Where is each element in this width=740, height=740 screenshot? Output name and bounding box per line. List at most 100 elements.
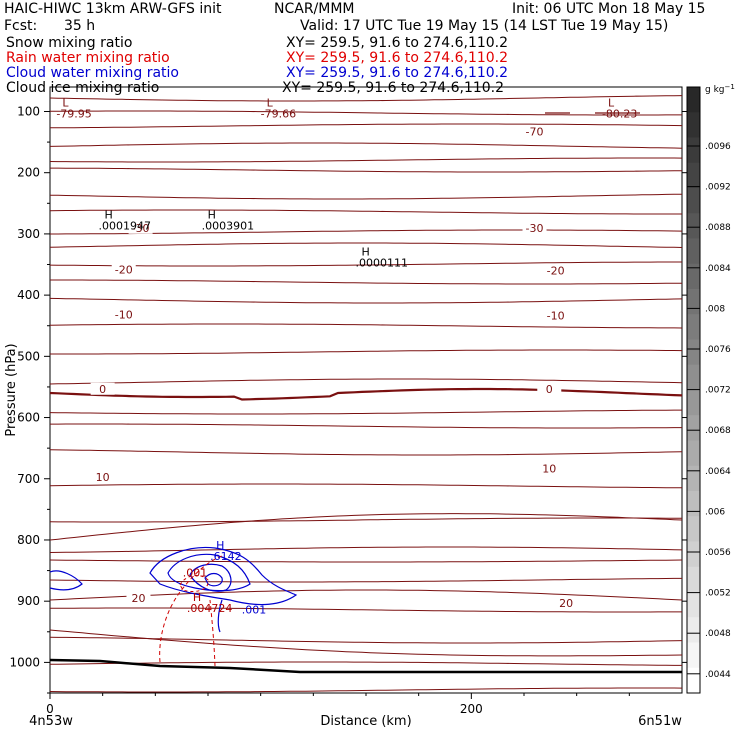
colorbar-band — [687, 667, 700, 694]
high-marker: H — [216, 539, 224, 552]
isotherm-line — [49, 378, 683, 385]
colorbar-band — [687, 137, 700, 164]
forecast-label: Fcst: — [4, 18, 38, 34]
cloud-water-contour — [49, 570, 83, 591]
colorbar-band — [687, 440, 700, 467]
colorbar-tick-label: .0076 — [705, 345, 731, 355]
isotherm-line — [50, 607, 682, 613]
colorbar-tick-label: .0048 — [705, 629, 731, 639]
org-label: NCAR/MMM — [274, 1, 355, 17]
field-rain-name: Rain water mixing ratio — [6, 50, 170, 66]
colorbar-tick-label: .0044 — [705, 670, 731, 680]
isotherm-label: -30 — [132, 222, 150, 235]
rain-water-contour — [179, 574, 209, 593]
isotherm-label-bg — [554, 597, 579, 610]
isotherm-line — [49, 157, 683, 163]
isotherm-line — [49, 95, 683, 102]
isotherm-line — [49, 589, 683, 601]
isotherm-label: 20 — [131, 592, 145, 605]
isotherm-line — [49, 687, 683, 693]
isotherm-label-bg — [537, 462, 562, 475]
extremum-value: .0000111 — [355, 256, 408, 269]
colorbar-tick-label: .0056 — [705, 548, 731, 558]
isotherm-line — [49, 513, 683, 541]
isotherm-label-bg — [543, 264, 568, 277]
colorbar-tick-label: .0064 — [705, 467, 731, 477]
colorbar-band — [687, 162, 700, 189]
colorbar-band — [687, 112, 700, 138]
isotherm-label-bg — [90, 470, 115, 483]
field-cloudwater-name: Cloud water mixing ratio — [6, 65, 179, 81]
extremum-value: .6142 — [210, 550, 242, 563]
x-tick-label: 200 — [460, 702, 483, 716]
isotherm-label-bg — [537, 382, 562, 395]
y-tick-label: 100 — [17, 104, 40, 118]
isotherm-label: 10 — [96, 471, 110, 484]
isotherm-line — [50, 229, 683, 235]
extremum-value: -79.66 — [261, 108, 296, 121]
colorbar-band — [687, 592, 700, 618]
isotherm-label-bg — [111, 263, 136, 276]
isotherm-line — [49, 261, 682, 267]
rain-water-contour — [209, 599, 216, 667]
isotherm-label-bg — [126, 592, 151, 605]
field-snow-xy: XY= 259.5, 91.6 to 274.6,110.2 — [286, 35, 509, 51]
colorbar-band — [687, 541, 700, 568]
low-marker: L — [608, 97, 615, 110]
colorbar-band — [687, 339, 700, 366]
isotherm-line — [50, 279, 683, 285]
colorbar-band — [687, 617, 700, 643]
y-tick-label: 300 — [17, 227, 40, 241]
colorbar-tick-label: .008 — [705, 304, 725, 314]
colorbar-tick-label: .0084 — [705, 264, 731, 274]
colorbar-tick-label: .0092 — [705, 183, 731, 193]
x-axis-label: Distance (km) — [320, 714, 411, 729]
isotherm-label: 10 — [542, 462, 556, 475]
colorbar-tick-label: .006 — [705, 507, 725, 517]
isotherm-line — [49, 242, 683, 248]
x-tick-label: 0 — [46, 702, 54, 716]
isotherm-line — [49, 297, 683, 304]
isotherm-line — [50, 423, 682, 429]
isotherm-label: -10 — [547, 309, 565, 322]
colorbar-band — [687, 238, 700, 265]
high-marker: H — [361, 245, 369, 258]
isotherm-line — [49, 577, 682, 583]
colorbar-band — [687, 465, 700, 492]
x-end-label: 6n51w — [638, 714, 682, 729]
y-tick-label: 800 — [17, 533, 40, 547]
high-marker: H — [104, 209, 112, 222]
isotherm-line — [50, 123, 683, 129]
isotherm-line — [49, 661, 682, 666]
isotherm-line — [49, 546, 683, 553]
cloud-water-contour — [204, 572, 223, 587]
colorbar-band — [687, 364, 700, 391]
field-cloudice-name: Cloud ice mixing ratio — [6, 80, 160, 96]
model-title: HAIC-HIWC 13km ARW-GFS init — [4, 1, 222, 17]
isotherm-label: -30 — [526, 222, 544, 235]
colorbar-band — [687, 642, 700, 669]
cloud-water-contour — [189, 563, 232, 592]
isotherm-line — [49, 483, 683, 489]
cloud-water-contour — [149, 546, 298, 606]
y-tick-label: 600 — [17, 411, 40, 425]
y-tick-label: 1000 — [9, 655, 40, 669]
colorbar-tick-label: .0072 — [705, 386, 731, 396]
extremum-value: .0001947 — [98, 220, 151, 233]
y-tick-label: 900 — [17, 594, 40, 608]
isotherm-label: 0 — [99, 383, 106, 396]
forecast-hours: 35 h — [64, 18, 96, 34]
colorbar-tick-label: .0068 — [705, 426, 731, 436]
isotherm-line — [50, 110, 682, 116]
isotherm-label: 20 — [559, 597, 573, 610]
isotherm-line — [49, 629, 683, 657]
low-marker: L — [267, 97, 274, 110]
colorbar-tick-label: .0052 — [705, 589, 731, 599]
extremum-value: .0003901 — [202, 220, 255, 233]
low-marker: L — [62, 97, 69, 110]
isotherm-line — [49, 209, 682, 215]
isotherm-label-bg — [543, 309, 568, 322]
colorbar-band — [687, 314, 700, 340]
ground-line — [49, 658, 682, 674]
